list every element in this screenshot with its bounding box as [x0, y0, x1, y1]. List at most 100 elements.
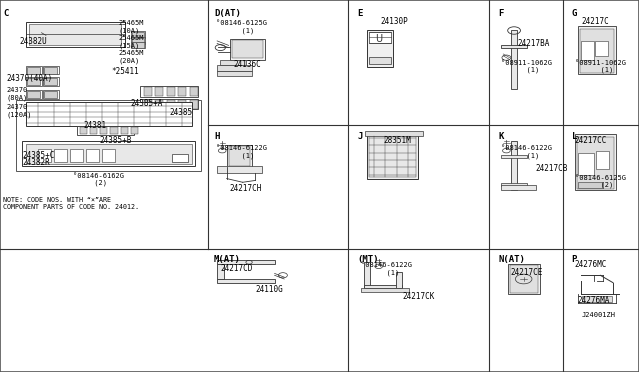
Text: G: G [572, 9, 577, 18]
Bar [26, 66, 42, 74]
Bar [369, 57, 391, 64]
Bar [511, 30, 517, 89]
Bar [396, 272, 403, 288]
Bar [228, 146, 250, 166]
Text: 24385+C: 24385+C [22, 151, 55, 160]
Bar [217, 279, 275, 283]
Bar [361, 288, 409, 292]
Bar [501, 155, 527, 158]
Bar [16, 100, 201, 171]
Bar [155, 100, 163, 109]
Text: 24217CK: 24217CK [403, 292, 435, 301]
Text: H: H [214, 132, 220, 141]
Bar [189, 87, 198, 96]
Bar [121, 127, 128, 134]
Bar [575, 134, 616, 190]
Bar [578, 26, 616, 74]
Bar [27, 67, 40, 74]
Bar [29, 24, 122, 45]
Text: 24382U: 24382U [19, 37, 47, 46]
Text: K: K [498, 132, 504, 141]
Text: U: U [375, 34, 382, 44]
Bar [43, 90, 59, 99]
Bar [217, 166, 262, 173]
Text: NOTE: CODE NOS. WITH “×”ARE
COMPONENT PARTS OF CODE NO. 24012.: NOTE: CODE NOS. WITH “×”ARE COMPONENT PA… [3, 197, 139, 210]
Bar [26, 77, 42, 86]
Bar [217, 264, 223, 279]
Bar [369, 135, 417, 177]
Text: P: P [572, 255, 577, 264]
Bar [132, 42, 144, 48]
Bar [511, 141, 517, 190]
Bar [501, 185, 536, 190]
Text: 24370
(80A): 24370 (80A) [6, 87, 28, 101]
Bar [132, 32, 144, 37]
Bar [86, 149, 99, 162]
Text: E: E [358, 9, 363, 18]
Bar [26, 90, 42, 99]
Bar [141, 86, 198, 97]
Bar [166, 100, 175, 109]
Text: 24217CH: 24217CH [230, 184, 262, 193]
Text: °08146-6125G
      (1): °08146-6125G (1) [216, 20, 267, 34]
Bar [595, 41, 608, 56]
Bar [77, 126, 134, 135]
Bar [596, 151, 609, 169]
Text: J: J [358, 132, 363, 141]
Text: 25465M
(10A): 25465M (10A) [118, 20, 143, 34]
Text: M(AT): M(AT) [214, 255, 241, 264]
Bar [144, 100, 152, 109]
Bar [369, 32, 391, 43]
Text: 24276MA: 24276MA [578, 296, 611, 305]
Text: L: L [572, 132, 577, 141]
Text: °08911-1062G
      (1): °08911-1062G (1) [575, 60, 626, 73]
Text: 24110G: 24110G [255, 285, 283, 294]
Text: °08146-6125G
      (2): °08146-6125G (2) [575, 175, 626, 188]
Bar [501, 183, 527, 186]
Bar [578, 182, 604, 188]
Bar [508, 264, 540, 294]
Text: 24381: 24381 [83, 121, 106, 130]
Text: 24382R: 24382R [22, 158, 50, 167]
Bar [26, 102, 191, 126]
Bar [38, 149, 51, 162]
Bar [131, 31, 145, 38]
Bar [581, 41, 594, 60]
Text: 24217CC: 24217CC [575, 136, 607, 145]
Text: 24130P: 24130P [380, 17, 408, 26]
Bar [131, 42, 145, 48]
Bar [578, 153, 594, 175]
Bar [232, 40, 263, 58]
Bar [131, 127, 138, 134]
Bar [364, 285, 403, 288]
Bar [178, 100, 186, 109]
Bar [365, 131, 423, 136]
Bar [54, 149, 67, 162]
Bar [230, 39, 265, 60]
Bar [189, 100, 198, 109]
Text: J24001ZH: J24001ZH [581, 312, 615, 318]
Text: 28351M: 28351M [383, 136, 411, 145]
Text: °08146-6162G
     (2): °08146-6162G (2) [74, 173, 124, 186]
Text: 24385+A: 24385+A [131, 99, 163, 108]
Text: 24217CE: 24217CE [511, 268, 543, 277]
Text: 24136C: 24136C [233, 60, 261, 68]
Bar [44, 78, 58, 85]
Bar [44, 67, 58, 74]
Bar [100, 127, 108, 134]
Text: *25411: *25411 [112, 67, 140, 76]
Text: C: C [3, 9, 8, 18]
Bar [44, 91, 58, 98]
Bar [220, 60, 246, 65]
Bar [178, 87, 186, 96]
Bar [227, 145, 252, 167]
Bar [90, 127, 97, 134]
Text: 24385+B: 24385+B [99, 136, 131, 145]
Bar [172, 154, 188, 162]
Text: 24217CB: 24217CB [535, 164, 568, 173]
Bar [111, 127, 118, 134]
Text: 24370
(120A): 24370 (120A) [6, 104, 32, 118]
Text: 24370(40A): 24370(40A) [6, 74, 52, 83]
Bar [22, 141, 195, 166]
Bar [166, 87, 175, 96]
